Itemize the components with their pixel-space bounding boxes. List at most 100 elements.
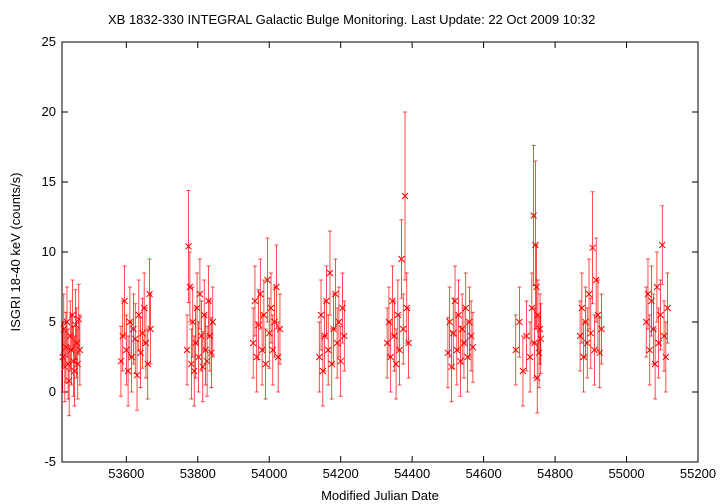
data-point: [340, 300, 348, 372]
x-marker: [147, 325, 154, 333]
data-point: [197, 300, 205, 372]
x-marker: [195, 353, 202, 361]
data-point: [315, 321, 323, 393]
data-points: [59, 111, 671, 417]
axis-ticks: -5 0 5 10 15 20 25 53600 53800 54000 54200 54400 546…: [42, 34, 717, 481]
data-point: [337, 325, 345, 397]
x-marker: [591, 346, 598, 354]
data-point: [273, 244, 280, 330]
x-marker: [199, 363, 207, 371]
data-point: [209, 286, 217, 358]
y-tick-label: 0: [49, 384, 56, 399]
x-marker: [72, 321, 79, 329]
data-point: [644, 258, 652, 330]
x-marker: [398, 255, 405, 263]
x-tick-label: 54600: [466, 466, 502, 481]
data-point: [331, 258, 339, 330]
data-point: [137, 317, 144, 389]
x-marker: [589, 244, 596, 252]
data-point: [262, 328, 270, 400]
data-point: [392, 328, 400, 400]
data-point: [264, 237, 271, 323]
x-marker: [585, 290, 593, 298]
x-marker: [515, 318, 523, 326]
y-tick-label: 10: [42, 244, 56, 259]
data-point: [664, 272, 671, 344]
data-point: [195, 321, 202, 393]
data-point: [537, 303, 545, 375]
data-point: [405, 307, 412, 379]
x-marker: [262, 360, 270, 368]
x-marker: [190, 367, 198, 375]
data-point: [578, 272, 586, 344]
x-marker: [537, 335, 545, 343]
data-point: [256, 258, 264, 330]
x-marker: [528, 304, 536, 312]
x-marker: [657, 311, 664, 319]
x-marker: [256, 290, 264, 298]
x-marker: [207, 349, 215, 357]
x-marker: [396, 346, 404, 354]
data-point: [646, 314, 654, 386]
data-point: [519, 335, 527, 407]
x-tick-label: 53600: [108, 466, 144, 481]
data-point: [323, 265, 330, 337]
x-tick-label: 54000: [251, 466, 287, 481]
x-marker: [387, 353, 395, 361]
x-marker: [646, 346, 654, 354]
chart-title: XB 1832-330 INTEGRAL Galactic Bulge Moni…: [108, 12, 595, 27]
data-point: [124, 335, 132, 407]
data-point: [536, 293, 544, 365]
x-marker: [276, 325, 284, 333]
x-marker: [121, 297, 128, 305]
x-marker: [331, 290, 339, 298]
data-point: [193, 272, 201, 344]
x-marker: [531, 339, 538, 347]
data-point: [598, 293, 605, 365]
x-marker: [512, 346, 520, 354]
data-point: [589, 191, 596, 305]
data-point: [399, 293, 407, 365]
x-marker: [196, 290, 204, 298]
data-point: [526, 321, 534, 393]
x-marker: [594, 311, 602, 319]
x-marker: [187, 360, 195, 368]
data-point: [144, 328, 152, 400]
x-tick-label: 55200: [680, 466, 716, 481]
data-point: [190, 335, 198, 407]
x-marker: [598, 325, 605, 333]
data-point: [267, 272, 275, 344]
data-point: [662, 321, 670, 393]
x-marker: [533, 283, 540, 291]
data-point: [75, 283, 83, 355]
data-point: [326, 230, 334, 316]
x-marker: [264, 276, 271, 284]
x-marker: [323, 297, 330, 305]
data-point: [396, 314, 404, 386]
x-marker: [662, 353, 670, 361]
plot-frame: [61, 41, 699, 463]
data-point: [249, 307, 257, 379]
data-point: [651, 328, 659, 400]
x-marker: [469, 343, 477, 351]
data-point: [658, 205, 666, 285]
data-point: [203, 325, 211, 397]
x-tick-label: 55000: [608, 466, 644, 481]
x-marker: [317, 311, 325, 319]
x-marker: [446, 318, 454, 326]
x-marker: [260, 311, 268, 319]
x-marker: [202, 346, 209, 354]
x-marker: [185, 243, 192, 250]
data-point: [276, 293, 284, 365]
data-point: [121, 265, 128, 337]
y-tick-label: 5: [49, 314, 56, 329]
x-marker: [462, 304, 470, 312]
data-point: [202, 314, 209, 386]
data-point: [515, 286, 523, 358]
data-point: [387, 321, 395, 393]
data-point: [528, 272, 536, 344]
x-marker: [189, 318, 197, 326]
data-point: [335, 286, 343, 358]
x-marker: [315, 353, 323, 361]
x-marker: [76, 346, 84, 354]
